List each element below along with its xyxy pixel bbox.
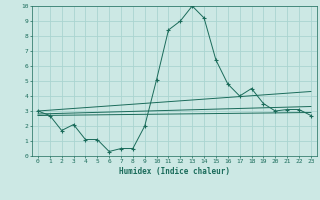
X-axis label: Humidex (Indice chaleur): Humidex (Indice chaleur) xyxy=(119,167,230,176)
